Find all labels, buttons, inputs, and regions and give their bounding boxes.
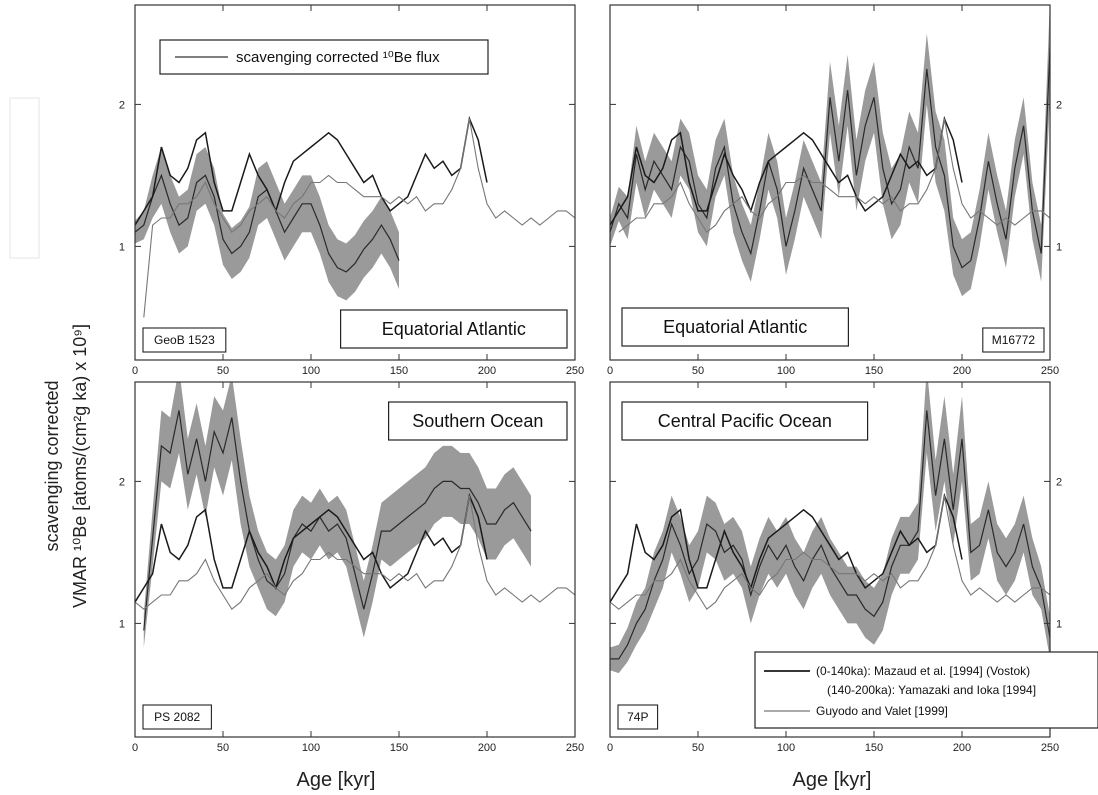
panel-3-region-box bbox=[388, 401, 568, 441]
panel-1-error-band bbox=[135, 147, 399, 301]
bottom-legend-label-2: (140-200ka): Yamazaki and Ioka [1994] bbox=[827, 683, 1036, 697]
panel-4-region-box bbox=[621, 401, 869, 441]
panel-1-region-box bbox=[340, 309, 568, 349]
panel-3-xtick-label: 0 bbox=[132, 742, 138, 754]
panel-1-xtick-label: 250 bbox=[566, 365, 584, 377]
faint-box bbox=[9, 97, 40, 259]
panel-2-region-box bbox=[621, 307, 849, 347]
panel-3-xtick-label: 200 bbox=[478, 742, 496, 754]
bottom-legend: (0-140ka): Mazaud et al. [1994] (Vostok)… bbox=[754, 651, 1098, 729]
panel-1: 0 50 100 150 200 250 1 2 GeoB 1523 Equatorial Atl… bbox=[119, 4, 584, 377]
panel-1-plot bbox=[135, 115, 575, 318]
panel-1-xtick-label: 200 bbox=[478, 365, 496, 377]
panel-2: 0 50 100 150 200 250 1 2 M16772 Equatorial Atlant… bbox=[607, 4, 1062, 377]
panel-3-mazaud-yamazaki-line bbox=[135, 492, 488, 603]
panel-3-region-label: Southern Ocean bbox=[412, 411, 543, 431]
panel-2-ytick-label: 2 bbox=[1056, 99, 1062, 111]
panel-2-mazaud-yamazaki-line bbox=[610, 115, 963, 226]
panel-4-xtick-label: 200 bbox=[953, 742, 971, 754]
panel-2-ytick-label: 1 bbox=[1056, 241, 1062, 253]
panel-4-xtick-label: 0 bbox=[607, 742, 613, 754]
panel-4: 0 50 100 150 200 250 1 2 74P Central Pacific Ocea… bbox=[607, 381, 1062, 754]
panel-3-ytick-label: 1 bbox=[119, 618, 125, 630]
panel-1-xtick-label: 150 bbox=[390, 365, 408, 377]
panel-4-core-label: 74P bbox=[627, 710, 648, 724]
panel-4-ytick-label: 1 bbox=[1056, 618, 1062, 630]
panel-1-guyodo-valet-line bbox=[143, 118, 575, 318]
panel-2-error-band bbox=[610, 5, 1050, 297]
panel-2-xtick-label: 150 bbox=[865, 365, 883, 377]
panel-1-region-label: Equatorial Atlantic bbox=[382, 319, 526, 339]
panel-4-mazaud-yamazaki-line bbox=[610, 492, 963, 603]
panel-4-xtick-label: 150 bbox=[865, 742, 883, 754]
panel-1-ytick-label: 1 bbox=[119, 241, 125, 253]
panel-3-core-label: PS 2082 bbox=[154, 710, 200, 724]
panel-1-frame bbox=[134, 4, 576, 361]
panel-3: 0 50 100 150 200 250 1 2 PS 2082 Southern Ocean bbox=[119, 381, 584, 754]
panel-3-core-label-box bbox=[142, 704, 212, 730]
panel-3-xtick-label: 50 bbox=[217, 742, 229, 754]
panel-3-plot bbox=[135, 382, 575, 648]
panel-2-xtick-label: 250 bbox=[1041, 365, 1059, 377]
panel-3-xtick-label: 250 bbox=[566, 742, 584, 754]
panel-3-error-band bbox=[143, 382, 531, 648]
y-axis-title-line2: VMAR ¹⁰Be [atoms/(cm²g ka) x 10⁹] bbox=[70, 324, 90, 608]
panel-4-xtick-label: 100 bbox=[777, 742, 795, 754]
bottom-legend-label-1: (0-140ka): Mazaud et al. [1994] (Vostok) bbox=[816, 664, 1030, 678]
y-axis-title: scavenging corrected VMAR ¹⁰Be [atoms/(c… bbox=[42, 324, 90, 608]
top-legend: scavenging corrected ¹⁰Be flux bbox=[159, 39, 489, 75]
panel-2-frame bbox=[609, 4, 1051, 361]
panel-3-xtick-label: 100 bbox=[302, 742, 320, 754]
panel-3-guyodo-valet-line bbox=[135, 495, 575, 611]
panel-4-core-label-box bbox=[617, 704, 659, 730]
panel-2-xtick-label: 50 bbox=[692, 365, 704, 377]
panel-4-error-band bbox=[610, 382, 1050, 674]
panel-4-xtick-label: 50 bbox=[692, 742, 704, 754]
bottom-legend-frame bbox=[754, 651, 1098, 729]
panel-1-xtick-label: 50 bbox=[217, 365, 229, 377]
panel-3-be-flux-line bbox=[143, 410, 532, 631]
panel-4-plot bbox=[610, 382, 1050, 674]
panel-2-xtick-label: 200 bbox=[953, 365, 971, 377]
x-axis-title-left: Age [kyr] bbox=[297, 769, 376, 791]
x-axis-title-right: Age [kyr] bbox=[793, 769, 872, 791]
panel-1-xtick-label: 100 bbox=[302, 365, 320, 377]
panel-2-core-label-box bbox=[982, 327, 1045, 353]
panel-2-core-label: M16772 bbox=[992, 333, 1036, 347]
top-legend-label: scavenging corrected ¹⁰Be flux bbox=[236, 49, 440, 66]
panel-4-ytick-label: 2 bbox=[1056, 476, 1062, 488]
panel-1-mazaud-yamazaki-line bbox=[135, 115, 488, 226]
panel-4-frame bbox=[609, 381, 1051, 738]
panel-1-core-label: GeoB 1523 bbox=[154, 333, 215, 347]
panel-4-region-label: Central Pacific Ocean bbox=[658, 411, 832, 431]
panel-2-xtick-label: 100 bbox=[777, 365, 795, 377]
panel-2-plot bbox=[610, 5, 1050, 297]
panel-1-xtick-label: 0 bbox=[132, 365, 138, 377]
panel-2-xtick-label: 0 bbox=[607, 365, 613, 377]
panel-3-ytick-label: 2 bbox=[119, 476, 125, 488]
panel-3-frame bbox=[134, 381, 576, 738]
bottom-legend-label-3: Guyodo and Valet [1999] bbox=[816, 704, 948, 718]
panel-1-ytick-label: 2 bbox=[119, 99, 125, 111]
panel-4-guyodo-valet-line bbox=[610, 495, 1050, 611]
panel-4-xtick-label: 250 bbox=[1041, 742, 1059, 754]
panel-1-core-label-box bbox=[142, 327, 227, 353]
y-axis-title-line1: scavenging corrected bbox=[42, 380, 62, 551]
panel-2-region-label: Equatorial Atlantic bbox=[663, 317, 807, 337]
panel-2-guyodo-valet-line bbox=[618, 118, 1050, 234]
panel-3-xtick-label: 150 bbox=[390, 742, 408, 754]
